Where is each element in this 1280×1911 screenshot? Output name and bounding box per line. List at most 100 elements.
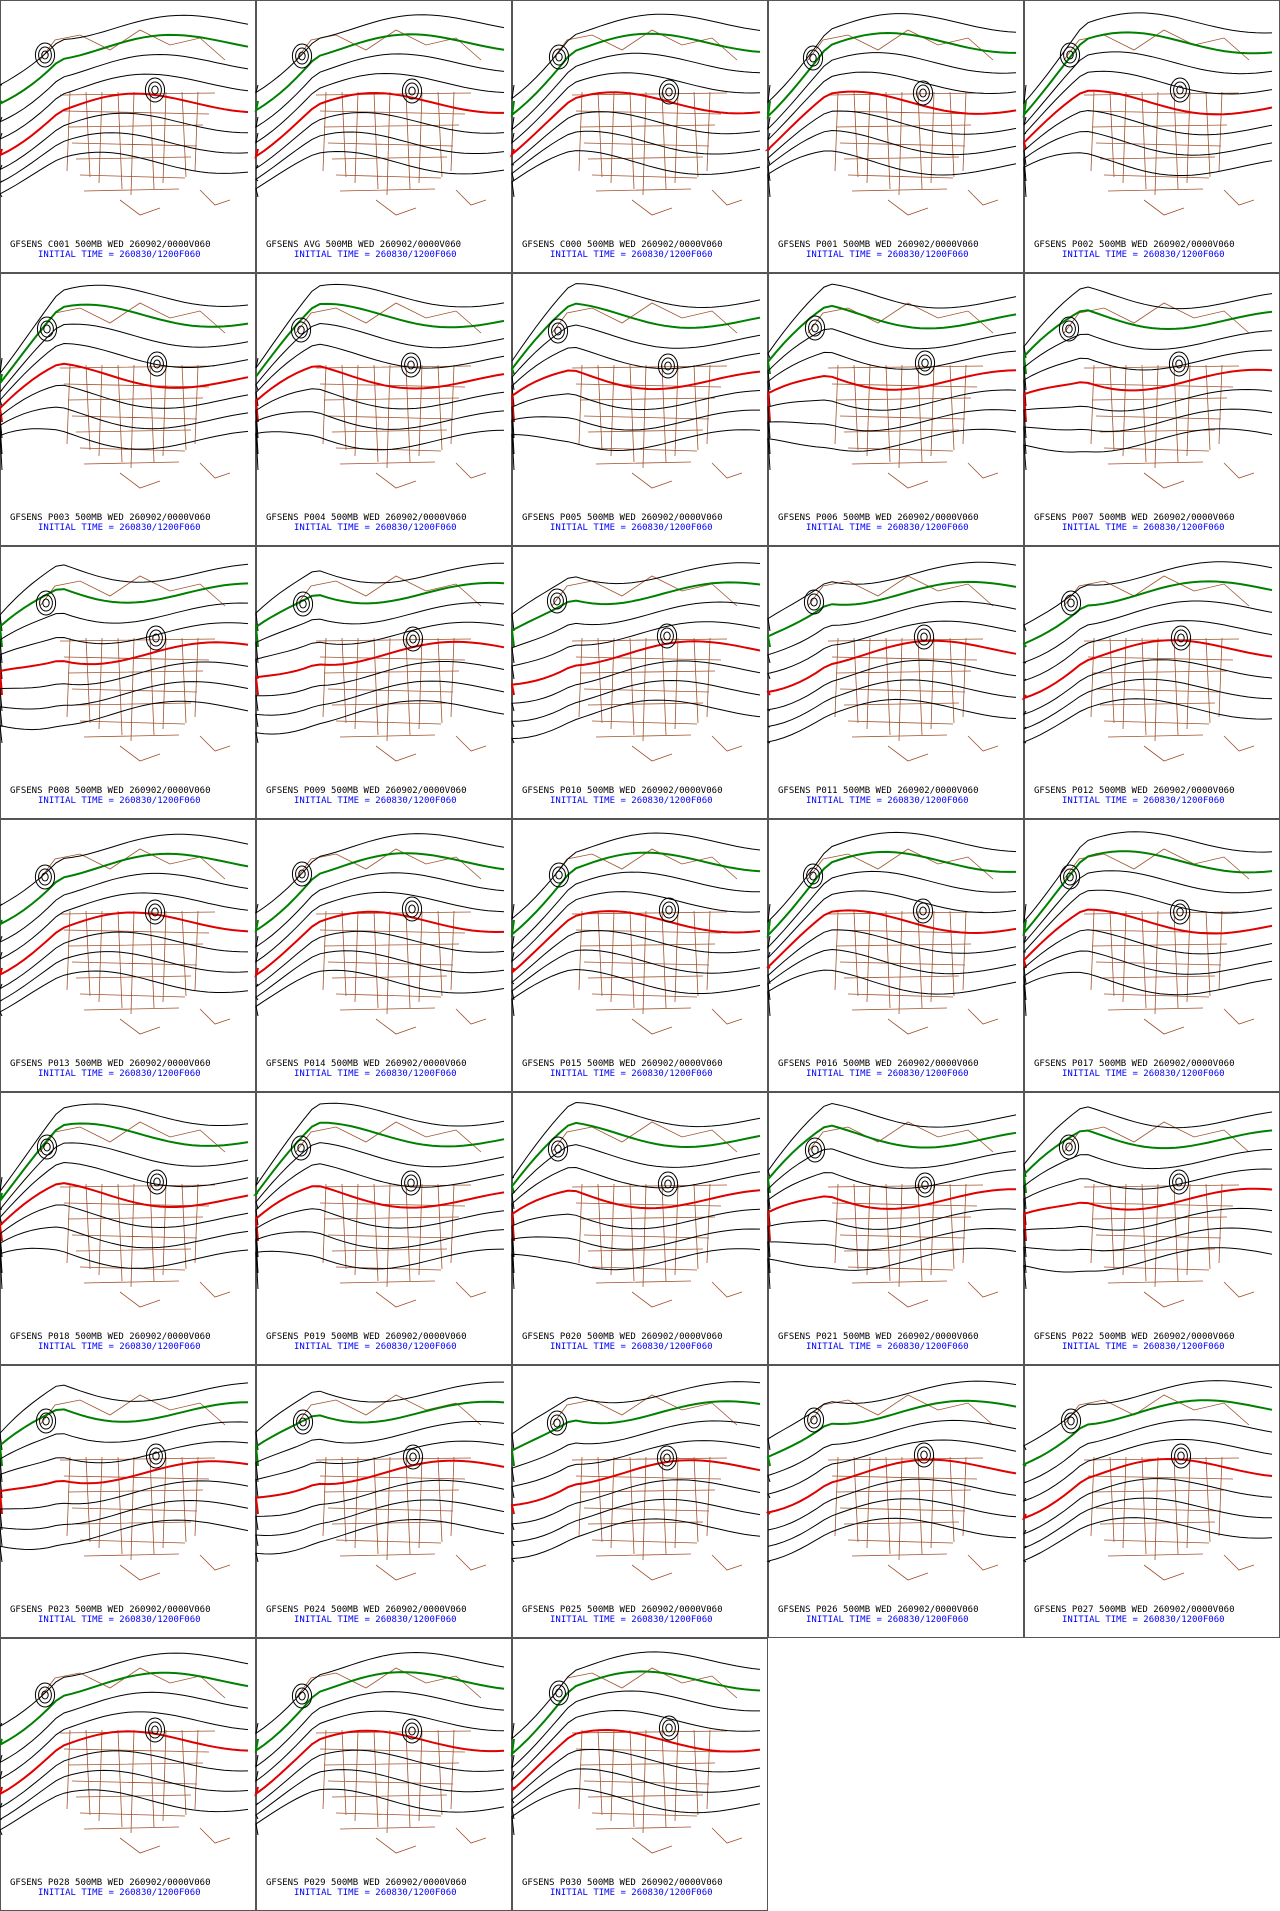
low-contour xyxy=(803,1407,825,1433)
contour xyxy=(254,1459,505,1515)
low-contour xyxy=(1169,899,1191,925)
contour xyxy=(1023,1168,1273,1226)
panel-initial-time: INITIAL TIME = 260830/1200F060 xyxy=(38,250,201,260)
low-contour xyxy=(297,325,305,335)
low-contour xyxy=(1065,324,1073,334)
contour xyxy=(511,1787,761,1836)
boundaries xyxy=(551,29,743,216)
contour xyxy=(0,112,249,171)
boundaries xyxy=(551,575,743,762)
contour xyxy=(511,968,761,1017)
contour xyxy=(255,1479,505,1531)
contour xyxy=(1022,1439,1273,1503)
low-contour xyxy=(552,866,566,884)
contour xyxy=(0,582,249,648)
contour xyxy=(511,910,761,974)
contour xyxy=(254,1729,505,1797)
contour xyxy=(255,1142,505,1210)
map-panel: GFSENS P028 500MB WED 260902/0000V060INI… xyxy=(0,1638,256,1911)
low-contour xyxy=(406,630,420,648)
contour xyxy=(255,1163,505,1226)
low-contour xyxy=(808,1141,822,1159)
low-contour xyxy=(1066,872,1074,882)
low-contour xyxy=(298,51,306,61)
panel-border xyxy=(256,1638,512,1911)
low-contour xyxy=(408,86,416,96)
low-contour xyxy=(921,358,929,368)
contour xyxy=(1023,330,1273,391)
low-contour xyxy=(551,322,565,340)
low-contour xyxy=(41,50,49,60)
contour xyxy=(0,911,249,976)
contour xyxy=(767,428,1017,471)
contour xyxy=(767,1498,1017,1547)
contour xyxy=(0,602,249,664)
contour xyxy=(511,13,761,100)
low-contour xyxy=(555,870,563,880)
contour xyxy=(767,1148,1017,1210)
contour xyxy=(254,1671,505,1753)
low-contour xyxy=(401,896,423,922)
contour xyxy=(0,73,249,140)
low-contour xyxy=(1058,1134,1080,1160)
low-contour xyxy=(148,81,162,99)
boundaries xyxy=(295,1394,487,1581)
contour xyxy=(766,580,1017,648)
boundaries xyxy=(1063,1121,1255,1308)
contour xyxy=(1023,971,1273,1017)
contour xyxy=(1023,1419,1273,1484)
low-contour xyxy=(809,871,817,881)
low-contour xyxy=(39,1412,53,1430)
map-panel: GFSENS P008 500MB WED 260902/0000V060INI… xyxy=(0,546,256,819)
contour xyxy=(511,871,761,950)
contour xyxy=(510,640,761,696)
panel-caption: GFSENS P001 500MB WED 260902/0000V060 xyxy=(778,240,978,250)
low-contour xyxy=(297,1143,305,1153)
low-contour xyxy=(919,88,927,98)
panel-initial-time: INITIAL TIME = 260830/1200F060 xyxy=(1062,1069,1225,1079)
contour xyxy=(511,72,761,145)
contour xyxy=(1023,1227,1273,1274)
contour xyxy=(511,409,760,455)
contour xyxy=(767,1208,1017,1258)
low-contour xyxy=(38,868,52,886)
contour xyxy=(0,1750,249,1809)
contour xyxy=(0,406,249,455)
contour xyxy=(0,1460,249,1515)
contour xyxy=(0,14,249,86)
low-contour xyxy=(553,1418,561,1428)
contour xyxy=(767,1380,1017,1451)
low-contour xyxy=(145,1443,167,1469)
boundaries xyxy=(295,1667,487,1854)
map-panel: GFSENS P007 500MB WED 260902/0000V060INI… xyxy=(1022,273,1280,546)
contour xyxy=(1022,31,1273,118)
contour xyxy=(0,1142,249,1210)
contour xyxy=(255,1499,505,1547)
low-contour xyxy=(145,625,167,651)
contour xyxy=(254,852,505,933)
low-contour xyxy=(150,355,164,373)
panel-initial-time: INITIAL TIME = 260830/1200F060 xyxy=(806,250,969,260)
contour xyxy=(511,1420,761,1483)
contour xyxy=(255,283,505,369)
contour xyxy=(511,52,761,131)
panel-border xyxy=(1024,0,1280,273)
low-contour xyxy=(404,1174,418,1192)
map-panel: GFSENS P029 500MB WED 260902/0000V060INI… xyxy=(254,1638,512,1911)
contour xyxy=(767,929,1017,985)
low-contour xyxy=(547,1136,569,1162)
boundaries xyxy=(551,1667,743,1854)
low-contour xyxy=(1168,1169,1190,1195)
contour xyxy=(0,661,249,712)
panel-initial-time: INITIAL TIME = 260830/1200F060 xyxy=(294,1615,457,1625)
contour xyxy=(511,1768,761,1820)
low-contour xyxy=(804,315,826,341)
contour xyxy=(511,1709,761,1782)
panel-initial-time: INITIAL TIME = 260830/1200F060 xyxy=(38,1615,201,1625)
contour xyxy=(1023,130,1273,182)
low-contour xyxy=(294,321,308,339)
panel-caption: GFSENS P025 500MB WED 260902/0000V060 xyxy=(522,1605,722,1615)
contour xyxy=(1022,698,1273,744)
low-contour xyxy=(1175,359,1183,369)
contour xyxy=(766,698,1017,744)
